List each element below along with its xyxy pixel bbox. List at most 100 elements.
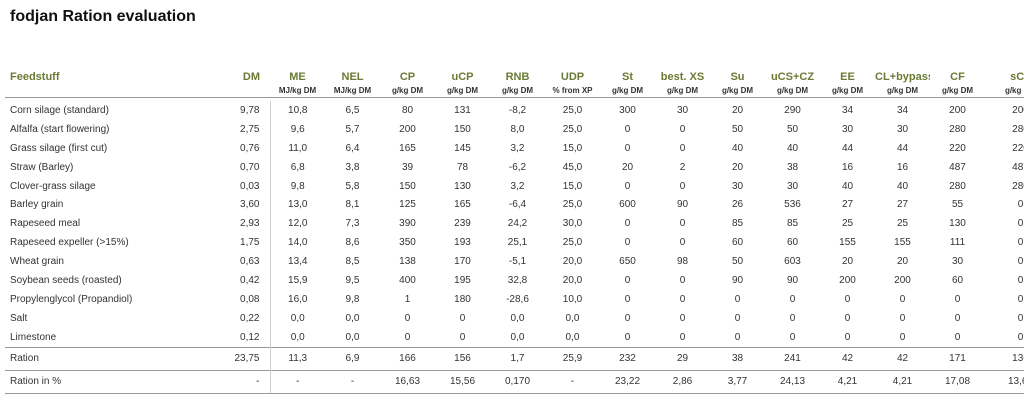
value-udp: 15,0 (562, 142, 583, 154)
value-ucscz: 24,13 (765, 369, 820, 394)
value-udp: 30,0 (562, 218, 583, 230)
table-row: Alfalfa (start flowering) 2,75 9,6 5,7 200 15… (5, 119, 1024, 139)
value-cp: 350 (399, 237, 416, 249)
ration-table: Feedstuff DM ME NEL CP uCP RNB UDP St best. XS Su u… (5, 66, 1024, 394)
value-ee: 200 (839, 274, 856, 286)
value-ee: 42 (820, 346, 875, 371)
feedstuff-name: Clover-grass silage (10, 180, 96, 192)
value-clbypass: 30 (896, 123, 909, 135)
table-row: Straw (Barley) 0,70 6,8 3,8 39 78 -6,2 45,0 20 2 2… (5, 157, 1024, 177)
value-bestxs: 0 (679, 237, 686, 249)
value-clbypass: 4,21 (875, 369, 930, 394)
value-st: 0 (624, 237, 631, 249)
value-scf: 0 (1017, 331, 1024, 343)
feedstuff-name: Corn silage (standard) (10, 104, 109, 116)
table-row: Corn silage (standard) 9,78 10,8 6,5 80 131 -8… (5, 101, 1024, 120)
column-unit-rnb: g/kg DM (490, 83, 545, 98)
value-udp: 25,0 (562, 199, 583, 211)
value-nel: 8,6 (345, 237, 360, 249)
value-ucp: 0 (459, 331, 466, 343)
value-ee: 44 (841, 142, 854, 154)
value-udp: 25,0 (562, 123, 583, 135)
value-dm: 0,22 (180, 308, 271, 328)
column-header-cf: CF (950, 71, 965, 83)
table-row: Barley grain 3,60 13,0 8,1 125 165 -6,4 25,0 600… (5, 195, 1024, 215)
value-clbypass: 0 (899, 293, 906, 305)
value-su: 20 (731, 104, 744, 116)
value-clbypass: 40 (896, 180, 909, 192)
value-me: 9,8 (290, 180, 305, 192)
value-dm: 0,42 (180, 271, 271, 290)
value-rnb: -6,2 (508, 161, 527, 173)
value-cf: 0 (954, 293, 961, 305)
value-ee: 0 (844, 331, 851, 343)
value-cp: 125 (399, 199, 416, 211)
value-ucp: 130 (454, 180, 471, 192)
value-cf: 0 (954, 312, 961, 324)
value-cf: 30 (951, 256, 964, 268)
column-header-su: Su (730, 71, 745, 83)
value-bestxs: 0 (679, 123, 686, 135)
value-cp: 165 (399, 142, 416, 154)
value-scf: 0 (1017, 274, 1024, 286)
value-bestxs: 98 (676, 256, 689, 268)
value-st: 0 (624, 142, 631, 154)
column-unit-ucp: g/kg DM (435, 83, 490, 98)
value-clbypass: 0 (899, 312, 906, 324)
value-udp: - (545, 369, 600, 394)
value-scf: 280 (1012, 123, 1024, 135)
value-bestxs: 0 (679, 142, 686, 154)
value-dm: 9,78 (180, 101, 271, 120)
value-cf: 130 (949, 218, 966, 230)
value-ucp: 193 (454, 237, 471, 249)
table-row: Salt 0,22 0,0 0,0 0 0 0,0 0,0 0 0 0 0 0 0 0 0 (5, 308, 1024, 328)
value-clbypass: 155 (894, 237, 911, 249)
value-me: 10,8 (288, 104, 308, 116)
value-rnb: 0,0 (510, 331, 525, 343)
value-clbypass: 20 (896, 256, 909, 268)
value-ucscz: 30 (786, 180, 799, 192)
column-unit-nel: MJ/kg DM (325, 83, 380, 98)
value-su: 85 (731, 218, 744, 230)
value-st: 23,22 (600, 369, 655, 394)
value-ucp: 165 (454, 199, 471, 211)
value-clbypass: 44 (896, 142, 909, 154)
value-nel: 6,9 (325, 346, 380, 371)
ration-percent-row: Ration in % - - -16,63 15,56 0,170-23,22 2,86 3… (5, 369, 1024, 394)
column-header-dm: DM (242, 71, 260, 83)
value-udp: 15,0 (562, 180, 583, 192)
value-ee: 34 (841, 104, 854, 116)
value-rnb: 25,1 (507, 237, 528, 249)
value-udp: 25,9 (545, 346, 600, 371)
value-scf: 0 (1017, 218, 1024, 230)
column-unit-su: g/kg DM (710, 83, 765, 98)
value-scf: 136 (985, 346, 1024, 371)
feedstuff-name: Alfalfa (start flowering) (10, 123, 110, 135)
value-su: 20 (731, 161, 744, 173)
value-dm: 1,75 (180, 233, 271, 253)
value-clbypass: 16 (896, 161, 909, 173)
value-nel: 8,1 (345, 199, 360, 211)
column-unit-cp: g/kg DM (380, 83, 435, 98)
table-row: Rapeseed expeller (>15%) 1,75 14,0 8,6 350 19… (5, 233, 1024, 253)
value-ee: 16 (841, 161, 854, 173)
value-ucscz: 50 (786, 123, 799, 135)
value-ucscz: 603 (784, 256, 801, 268)
value-cp: 0 (404, 312, 411, 324)
value-ee: 0 (844, 293, 851, 305)
column-unit-ee: g/kg DM (820, 83, 875, 98)
column-header-ee: EE (840, 71, 855, 83)
value-clbypass: 200 (894, 274, 911, 286)
value-cf: 60 (951, 274, 964, 286)
value-ucscz: 90 (786, 274, 799, 286)
feedstuff-name: Ration in % (5, 369, 180, 394)
value-su: 30 (731, 180, 744, 192)
value-cf: 55 (951, 199, 964, 211)
value-rnb: 1,7 (490, 346, 545, 371)
value-ucp: 145 (454, 142, 471, 154)
value-cf: 487 (949, 161, 966, 173)
feedstuff-name: Grass silage (first cut) (10, 142, 108, 154)
value-clbypass: 42 (875, 346, 930, 371)
feedstuff-name: Limestone (10, 331, 57, 343)
value-st: 300 (619, 104, 636, 116)
